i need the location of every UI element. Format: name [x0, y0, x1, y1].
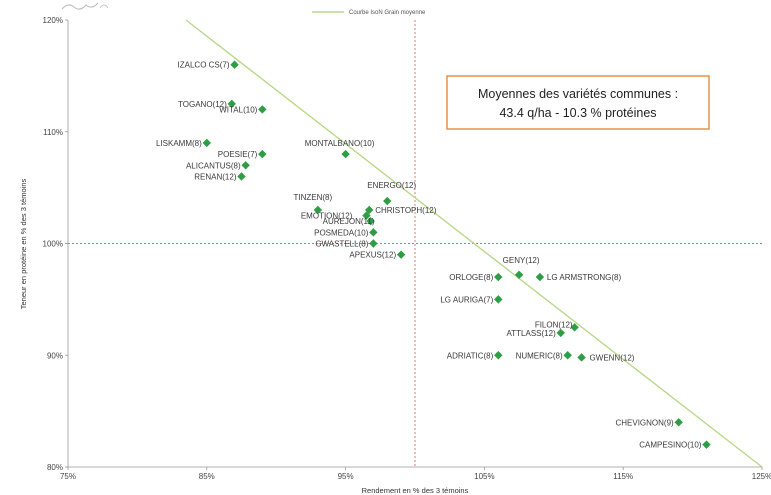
data-point-label: TOGANO(12) — [178, 100, 227, 109]
x-tick-label: 95% — [338, 472, 354, 481]
data-point-label: ALICANTUS(8) — [186, 161, 241, 170]
data-point-marker — [341, 149, 350, 159]
averages-annotation: Moyennes des variétés communes : 43.4 q/… — [446, 75, 710, 130]
data-point-label: AUREJON(11) — [323, 217, 375, 226]
data-point-marker — [702, 440, 711, 449]
data-point-marker — [369, 239, 378, 248]
data-point-label: EMOTION(12) — [301, 212, 353, 221]
data-point-marker — [494, 272, 503, 282]
data-point-marker — [494, 295, 503, 304]
data-point-label: POSMEDA(10) — [314, 228, 369, 237]
annotation-box — [446, 75, 710, 130]
data-point-marker — [570, 323, 579, 332]
data-point-marker — [227, 99, 236, 109]
data-point-marker — [514, 270, 524, 279]
data-point-label: ENERGO(12) — [367, 181, 416, 190]
data-point-label: LG ARMSTRONG(8) — [547, 273, 622, 282]
corner-logo-mark — [61, 2, 109, 10]
data-point-label: ORLOGE(8) — [449, 273, 493, 282]
x-tick-label: 115% — [613, 472, 633, 481]
data-point-marker — [313, 205, 323, 215]
x-tick-label: 75% — [60, 472, 76, 481]
data-point-label: ATTLASS(12) — [507, 329, 557, 338]
data-point-label: FILON(12) — [535, 320, 573, 329]
x-tick-label: 105% — [474, 472, 494, 481]
y-tick-label: 110% — [43, 128, 63, 137]
annotation-line-1: Moyennes des variétés communes : — [478, 87, 678, 101]
x-tick-label: 85% — [199, 472, 215, 481]
data-point-label: IZALCO CS(7) — [178, 61, 230, 70]
data-point-label: MONTALBANO(10) — [305, 139, 375, 148]
data-point-label: POESIE(7) — [218, 150, 258, 159]
data-point-marker — [258, 149, 267, 159]
x-axis-title: Rendement en % des 3 témoins — [362, 486, 469, 495]
data-point-marker — [362, 211, 371, 220]
y-tick-label: 120% — [43, 16, 63, 25]
data-point-label: LISKAMM(8) — [156, 139, 202, 148]
annotation-line-2: 43.4 q/ha - 10.3 % protéines — [499, 106, 656, 120]
data-point-label: GENY(12) — [503, 256, 540, 265]
data-point-marker — [396, 250, 406, 259]
data-point-marker — [237, 172, 246, 181]
data-point-marker — [369, 228, 378, 237]
data-point-marker — [258, 105, 267, 114]
data-point-marker — [383, 196, 392, 206]
data-point-label: CHEVIGNON(9) — [615, 418, 674, 427]
data-point-label: TINZEN(8) — [294, 193, 333, 202]
y-axis-title: Teneur en protéine en % des 3 témoins — [19, 179, 28, 310]
data-point-label: CHRISTOPH(12) — [375, 206, 437, 215]
data-point-marker — [563, 351, 572, 360]
data-point-marker — [556, 328, 565, 338]
trend-line — [185, 19, 763, 468]
data-point-label: APEXUS(12) — [349, 251, 396, 260]
data-point-label: GWASTELL(8) — [315, 240, 368, 249]
data-point-label: RENAN(12) — [194, 172, 237, 181]
data-point-marker — [230, 60, 239, 69]
data-point-label: ADRIATIC(8) — [447, 351, 494, 360]
y-tick-label: 100% — [43, 240, 63, 249]
data-point-label: CAMPESINO(10) — [639, 441, 702, 450]
data-point-marker — [366, 216, 375, 226]
legend-trend-label: Courbe IsoN Grain moyenne — [349, 10, 426, 16]
y-tick-label: 80% — [47, 463, 63, 472]
data-point-marker — [202, 138, 211, 148]
data-point-label: GWENN(12) — [590, 353, 635, 362]
data-point-marker — [494, 351, 503, 360]
data-point-marker — [535, 272, 545, 282]
data-point-marker — [241, 161, 250, 170]
data-point-marker — [577, 353, 586, 362]
data-point-label: LG AURIGA(7) — [440, 295, 493, 304]
data-point-label: WITAL(10) — [219, 105, 257, 114]
data-point-marker — [674, 418, 683, 427]
y-tick-label: 90% — [47, 351, 63, 360]
x-tick-label: 125% — [752, 472, 771, 481]
data-point-label: NUMERIC(8) — [516, 351, 563, 360]
